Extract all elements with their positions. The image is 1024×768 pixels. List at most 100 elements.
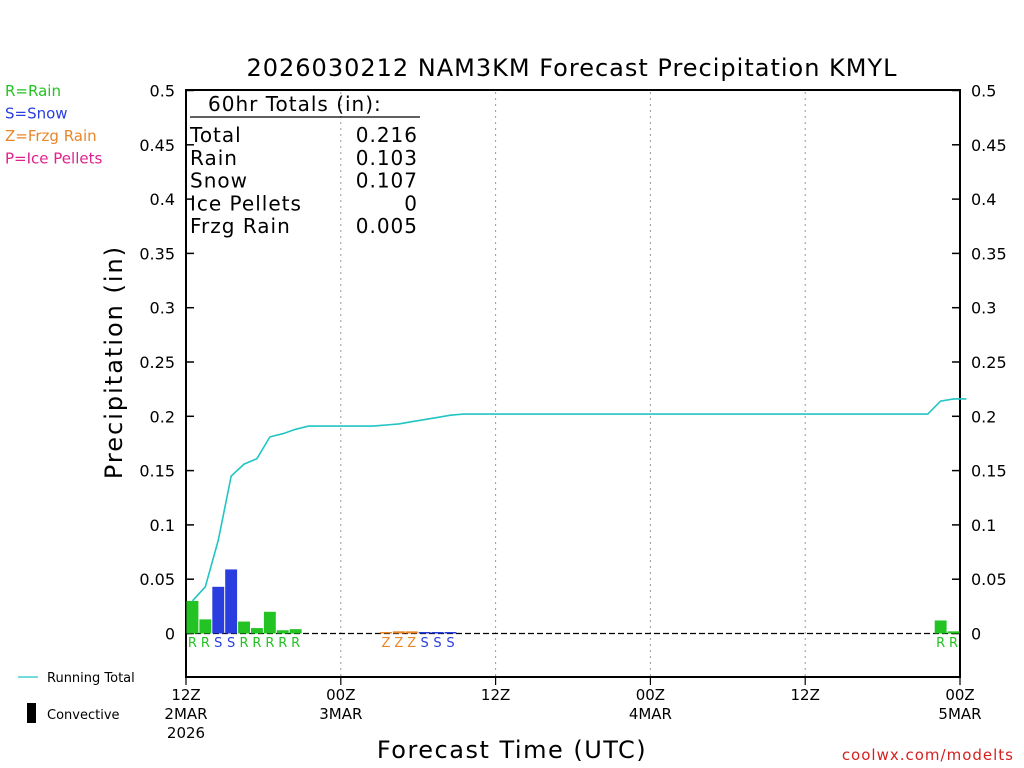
bar-hour-17 xyxy=(392,631,405,634)
ytick-left-label: 0.35 xyxy=(139,244,175,263)
bar-hour-2 xyxy=(199,619,212,634)
bar-type-label: R xyxy=(188,636,197,651)
ytick-left-label: 0.25 xyxy=(139,353,175,372)
legend-snow: S=Snow xyxy=(5,105,68,123)
bar-type-label: R xyxy=(291,636,300,651)
totals-value-frzg-rain: 0.005 xyxy=(356,214,418,238)
totals-label-frzg-rain: Frzg Rain xyxy=(190,214,291,238)
ytick-left-label: 0.1 xyxy=(150,516,175,535)
bar-hour-21 xyxy=(444,632,457,634)
bar-hour-18 xyxy=(405,631,418,634)
totals-value-total: 0.216 xyxy=(356,123,418,147)
ytick-left-label: 0.4 xyxy=(150,190,175,209)
xtick-label-time: 12Z xyxy=(171,686,200,704)
ytick-right-label: 0.5 xyxy=(971,82,996,101)
bar-type-label: S xyxy=(446,636,454,651)
bar-hour-8 xyxy=(276,630,289,634)
convective-legend-swatch xyxy=(27,703,36,723)
line-legend: Running Total Convective xyxy=(18,671,135,723)
totals-label-ice-pellets: Ice Pellets xyxy=(190,191,302,215)
ytick-right-label: 0.1 xyxy=(971,516,996,535)
y-axis-label: Precipitation (in) xyxy=(100,245,128,479)
xtick-label-time: 00Z xyxy=(945,686,974,704)
ytick-right-label: 0.3 xyxy=(971,299,996,318)
totals-heading: 60hr Totals (in): xyxy=(208,92,382,116)
totals-box: 60hr Totals (in): Total 0.216 Rain 0.103 Sno… xyxy=(189,92,420,238)
ytick-right-label: 0.05 xyxy=(971,570,1007,589)
xtick-label-date: 3MAR xyxy=(319,705,362,723)
bar-hour-1 xyxy=(186,600,199,634)
xtick-label-time: 00Z xyxy=(636,686,665,704)
ytick-left-label: 0.45 xyxy=(139,136,175,155)
totals-label-rain: Rain xyxy=(190,146,238,170)
ytick-right-label: 0.15 xyxy=(971,462,1007,481)
xtick-label-time: 12Z xyxy=(791,686,820,704)
credit-text: coolwx.com/modelts xyxy=(842,746,1014,764)
y-axis-left: 0 0.05 0.1 0.15 0.2 0.25 0.3 0.35 0.4 0.45 0.5 xyxy=(139,82,194,644)
ytick-right-label: 0.35 xyxy=(971,244,1007,263)
plot-frame xyxy=(185,89,961,678)
running-total-legend-label: Running Total xyxy=(47,671,135,686)
ytick-right-label: 0.2 xyxy=(971,407,996,426)
bar-hour-7 xyxy=(263,611,276,634)
totals-rows: Total 0.216 Rain 0.103 Snow 0.107 Ice Pellets 0… xyxy=(189,123,418,238)
ytick-left-label: 0.2 xyxy=(150,407,175,426)
ytick-left-label: 0 xyxy=(165,625,175,644)
running-total-line xyxy=(191,398,967,602)
bar-hour-5 xyxy=(238,621,250,634)
ytick-left-label: 0.05 xyxy=(139,570,175,589)
chart-title: 2026030212 NAM3KM Forecast Precipitation… xyxy=(246,54,897,82)
totals-value-ice-pellets: 0 xyxy=(404,191,418,215)
bar-hour-60 xyxy=(947,631,960,634)
xtick-label-date: 5MAR xyxy=(938,705,981,723)
ytick-left-label: 0.15 xyxy=(139,462,175,481)
bar-hour-19 xyxy=(418,632,431,634)
bar-type-label: S xyxy=(433,636,441,651)
legend-frzg-rain: Z=Frzg Rain xyxy=(5,127,97,145)
bar-type-label: R xyxy=(949,636,958,651)
bar-type-label: Z xyxy=(381,636,390,651)
bar-type-label: R xyxy=(252,636,261,651)
legend-ice-pellets: P=Ice Pellets xyxy=(5,150,102,168)
xtick-label-date: 4MAR xyxy=(629,705,672,723)
ytick-right-label: 0.25 xyxy=(971,353,1007,372)
ytick-left-label: 0.5 xyxy=(150,82,175,101)
bar-hour-4 xyxy=(225,569,238,634)
bar-hour-59 xyxy=(934,620,947,634)
bar-hour-20 xyxy=(431,632,444,634)
bar-type-label: Z xyxy=(394,636,403,651)
legend-rain: R=Rain xyxy=(5,82,61,100)
bar-type-label: S xyxy=(227,636,235,651)
y-axis-right: 0 0.05 0.1 0.15 0.2 0.25 0.3 0.35 0.4 0.45 0.5 xyxy=(952,82,1007,644)
xtick-label-year: 2026 xyxy=(167,724,205,742)
ytick-right-label: 0.45 xyxy=(971,136,1007,155)
bar-type-label: R xyxy=(936,636,945,651)
ytick-right-label: 0.4 xyxy=(971,190,996,209)
bar-hour-9 xyxy=(289,629,302,634)
precip-bars xyxy=(186,569,960,634)
convective-legend-label: Convective xyxy=(47,708,120,723)
totals-value-snow: 0.107 xyxy=(356,169,418,193)
totals-label-total: Total xyxy=(189,123,242,147)
bar-type-label: R xyxy=(240,636,249,651)
bar-hour-6 xyxy=(251,628,263,634)
x-axis-label: Forecast Time (UTC) xyxy=(377,736,647,764)
bar-type-label: S xyxy=(214,636,222,651)
xtick-label-date: 2MAR xyxy=(164,705,207,723)
bar-type-label: R xyxy=(265,636,274,651)
xtick-label-time: 00Z xyxy=(326,686,355,704)
ytick-left-label: 0.3 xyxy=(150,299,175,318)
bar-type-label: R xyxy=(201,636,210,651)
bar-type-label: S xyxy=(421,636,429,651)
totals-value-rain: 0.103 xyxy=(356,146,418,170)
xtick-label-time: 12Z xyxy=(481,686,510,704)
ytick-right-label: 0 xyxy=(971,625,981,644)
totals-label-snow: Snow xyxy=(190,169,248,193)
bar-hour-16 xyxy=(380,632,392,634)
precip-type-legend: R=Rain S=Snow Z=Frzg Rain P=Ice Pellets xyxy=(5,82,102,168)
bar-type-label: Z xyxy=(407,636,416,651)
bar-type-label: R xyxy=(278,636,287,651)
